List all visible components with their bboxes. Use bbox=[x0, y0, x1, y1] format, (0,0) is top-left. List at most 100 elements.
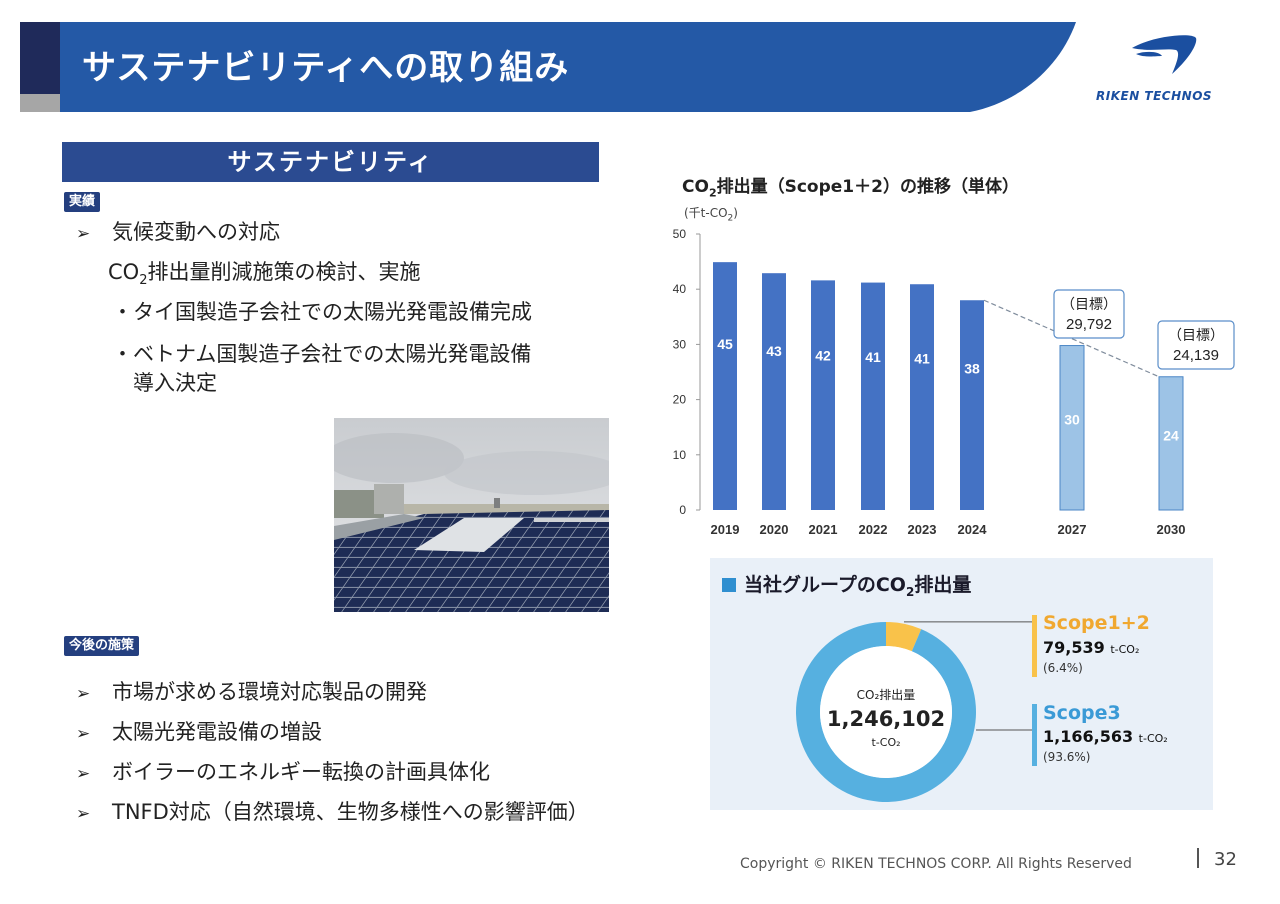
target-callout-value: 29,792 bbox=[1066, 316, 1112, 333]
unit-suffix: ) bbox=[733, 206, 738, 220]
scope12-value-unit: t-CO₂ bbox=[1110, 643, 1140, 656]
page-title: サステナビリティへの取り組み bbox=[82, 48, 570, 88]
logo-text: RIKEN TECHNOS bbox=[1096, 89, 1213, 103]
scope12-pct: (6.4%) bbox=[1043, 661, 1083, 675]
title-banner-shape bbox=[20, 22, 1076, 112]
future-item: ➢ ボイラーのエネルギー転換の計画具体化 bbox=[76, 758, 490, 788]
future-item-text: 太陽光発電設備の増設 bbox=[112, 720, 322, 744]
scope12-value: 79,539 t-CO₂ bbox=[1043, 638, 1139, 657]
co2-prefix: CO bbox=[108, 260, 140, 284]
y-tick-label: 50 bbox=[673, 227, 687, 241]
future-item: ➢ 市場が求める環境対応製品の開発 bbox=[76, 678, 427, 708]
copyright: Copyright © RIKEN TECHNOS CORP. All Righ… bbox=[740, 856, 1132, 872]
target-callout-value: 24,139 bbox=[1173, 347, 1219, 364]
results-thailand-line: ・タイ国製造子会社での太陽光発電設備完成 bbox=[112, 300, 532, 324]
bar bbox=[910, 284, 934, 510]
bar-value-label: 41 bbox=[914, 350, 930, 366]
x-tick-label: 2019 bbox=[711, 522, 740, 537]
y-tick-label: 30 bbox=[673, 337, 687, 351]
scope3-value-unit: t-CO₂ bbox=[1138, 732, 1168, 745]
arrow-bullet-icon: ➢ bbox=[76, 764, 91, 784]
bar-value-label: 41 bbox=[865, 349, 881, 365]
bar bbox=[811, 280, 835, 510]
bar bbox=[960, 300, 984, 510]
donut-center-unit: t-CO₂ bbox=[871, 736, 901, 749]
future-item-text: ボイラーのエネルギー転換の計画具体化 bbox=[112, 760, 490, 784]
x-tick-label: 2023 bbox=[908, 522, 937, 537]
square-marker-icon bbox=[722, 578, 736, 592]
y-tick-label: 20 bbox=[673, 393, 687, 407]
arrow-bullet-icon: ➢ bbox=[76, 684, 91, 704]
group-emissions-donut bbox=[796, 621, 1032, 802]
x-tick-label: 2021 bbox=[809, 522, 838, 537]
bar bbox=[1158, 376, 1184, 511]
bar bbox=[1059, 345, 1085, 511]
section-heading: サステナビリティ bbox=[62, 142, 599, 182]
scope3-pct: (93.6%) bbox=[1043, 750, 1091, 764]
page-number: 32 bbox=[1214, 849, 1237, 870]
group-emissions-heading: 当社グループのCO2排出量 bbox=[722, 570, 971, 599]
company-logo bbox=[1092, 30, 1232, 108]
target-callout-box bbox=[1053, 289, 1125, 339]
donut-hole bbox=[820, 646, 952, 778]
chart-title-prefix: CO bbox=[682, 177, 709, 197]
scope3-name: Scope3 bbox=[1043, 702, 1121, 724]
scope3-value: 1,166,563 t-CO₂ bbox=[1043, 727, 1168, 746]
target-callout-label: （目標） bbox=[1061, 297, 1117, 313]
arrow-bullet-icon: ➢ bbox=[76, 224, 91, 244]
future-item-text: 市場が求める環境対応製品の開発 bbox=[112, 680, 427, 704]
unit-sub: 2 bbox=[727, 213, 734, 224]
co2-suffix: 排出量削減施策の検討、実施 bbox=[147, 260, 421, 284]
arrow-bullet-icon: ➢ bbox=[76, 804, 91, 824]
donut-center-value: 1,246,102 bbox=[826, 707, 946, 731]
chart-title-suffix: 排出量（Scope1＋2）の推移（単体） bbox=[716, 177, 1019, 197]
y-tick-label: 10 bbox=[673, 448, 687, 462]
chart-unit: (千t-CO2) bbox=[684, 204, 738, 223]
target-callout-box bbox=[1157, 320, 1235, 370]
heading-prefix: 当社グループのCO bbox=[744, 574, 906, 596]
results-vietnam-line-cont: 導入決定 bbox=[133, 371, 217, 395]
results-badge: 実績 bbox=[64, 192, 101, 212]
scope12-value-number: 79,539 bbox=[1043, 638, 1105, 657]
unit-prefix: (千t-CO bbox=[684, 206, 728, 220]
title-banner bbox=[20, 22, 1082, 112]
footer-divider bbox=[1197, 848, 1199, 868]
x-tick-label: 2030 bbox=[1157, 522, 1186, 537]
y-tick-label: 0 bbox=[679, 503, 686, 517]
donut-center-label: CO₂排出量 bbox=[856, 688, 916, 702]
chart-title: CO2排出量（Scope1＋2）の推移（単体） bbox=[682, 172, 1019, 199]
future-item: ➢ 太陽光発電設備の増設 bbox=[76, 718, 322, 748]
bar bbox=[762, 273, 786, 510]
y-tick-label: 40 bbox=[673, 282, 687, 296]
results-item-text: 気候変動への対応 bbox=[112, 220, 280, 244]
bar bbox=[713, 262, 737, 510]
scope3-legend-bar bbox=[1032, 704, 1037, 766]
co2-subscript: 2 bbox=[139, 273, 148, 289]
heading-sub: 2 bbox=[905, 584, 915, 599]
target-callout-label: （目標） bbox=[1168, 328, 1224, 344]
scope12-legend-bar bbox=[1032, 615, 1037, 677]
donut-segment bbox=[886, 622, 922, 652]
x-tick-label: 2020 bbox=[760, 522, 789, 537]
bar-value-label: 45 bbox=[717, 336, 733, 352]
bar-value-label: 24 bbox=[1163, 428, 1179, 444]
x-tick-label: 2022 bbox=[859, 522, 888, 537]
results-item: ➢ 気候変動への対応 bbox=[76, 218, 280, 248]
bar-value-label: 43 bbox=[766, 343, 782, 359]
future-badge: 今後の施策 bbox=[64, 636, 140, 656]
logo-mark-icon bbox=[1132, 35, 1197, 74]
results-co2-line: CO2排出量削減施策の検討、実施 bbox=[108, 258, 420, 295]
bar bbox=[861, 282, 885, 510]
results-vietnam-line: ・ベトナム国製造子会社での太陽光発電設備 bbox=[112, 342, 532, 366]
bar-value-label: 30 bbox=[1064, 411, 1080, 427]
arrow-bullet-icon: ➢ bbox=[76, 724, 91, 744]
co2-bar-chart: 0102030405045201943202042202141202241202… bbox=[673, 227, 1235, 537]
scope12-name: Scope1+2 bbox=[1043, 612, 1150, 634]
x-tick-label: 2024 bbox=[958, 522, 988, 537]
future-item-text: TNFD対応（自然環境、生物多様性への影響評価） bbox=[112, 800, 589, 824]
scope3-value-number: 1,166,563 bbox=[1043, 727, 1134, 746]
bar-value-label: 42 bbox=[815, 348, 831, 364]
chart-title-sub: 2 bbox=[708, 186, 717, 200]
x-tick-label: 2027 bbox=[1058, 522, 1087, 537]
bar-value-label: 38 bbox=[964, 361, 980, 377]
